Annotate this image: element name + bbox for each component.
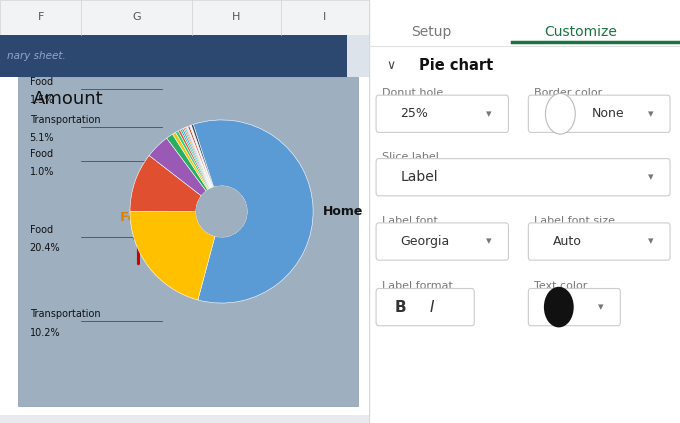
Text: Donut hole: Donut hole xyxy=(381,88,443,98)
Text: Auto: Auto xyxy=(553,235,581,248)
Text: Label font: Label font xyxy=(381,216,437,226)
Text: Setup: Setup xyxy=(411,25,452,39)
Text: Label font size: Label font size xyxy=(534,216,615,226)
Circle shape xyxy=(196,186,248,237)
Text: Amount: Amount xyxy=(33,90,104,108)
Text: Label format: Label format xyxy=(381,280,453,291)
Bar xyxy=(18,77,358,406)
Text: Label: Label xyxy=(401,170,438,184)
Wedge shape xyxy=(187,126,212,188)
Text: Pie chart: Pie chart xyxy=(419,58,493,73)
FancyBboxPatch shape xyxy=(528,95,670,132)
Text: ▾: ▾ xyxy=(647,236,653,247)
Text: ▾: ▾ xyxy=(647,172,653,182)
Text: 10.2%: 10.2% xyxy=(29,327,60,338)
FancyBboxPatch shape xyxy=(376,95,509,132)
Text: Food: Food xyxy=(29,225,52,235)
FancyBboxPatch shape xyxy=(528,223,670,260)
Text: Food: Food xyxy=(29,77,52,87)
Text: B: B xyxy=(394,299,406,315)
Wedge shape xyxy=(173,132,209,190)
Text: ▾: ▾ xyxy=(486,236,492,247)
FancyBboxPatch shape xyxy=(376,159,670,196)
Text: Text color: Text color xyxy=(534,280,588,291)
Text: 1.0%: 1.0% xyxy=(29,167,54,177)
Wedge shape xyxy=(185,127,211,188)
Wedge shape xyxy=(186,126,212,188)
Bar xyxy=(347,35,369,77)
Wedge shape xyxy=(190,126,213,187)
Text: ∨: ∨ xyxy=(386,59,396,72)
Text: 20.4%: 20.4% xyxy=(29,243,60,253)
FancyBboxPatch shape xyxy=(376,288,474,326)
Text: Home: Home xyxy=(323,205,364,218)
Wedge shape xyxy=(186,127,211,188)
Wedge shape xyxy=(184,128,211,188)
Text: Georgia: Georgia xyxy=(401,235,449,248)
Text: ▾: ▾ xyxy=(486,109,492,119)
Text: nary sheet.: nary sheet. xyxy=(7,51,66,61)
Text: Slice label: Slice label xyxy=(381,151,439,162)
Wedge shape xyxy=(180,129,210,189)
Circle shape xyxy=(544,287,574,327)
Text: Food: Food xyxy=(120,212,157,224)
Wedge shape xyxy=(130,156,201,212)
Text: Customize: Customize xyxy=(544,25,617,39)
Text: Transportation: Transportation xyxy=(29,309,100,319)
Wedge shape xyxy=(149,138,206,196)
Bar xyxy=(0,415,369,423)
Wedge shape xyxy=(182,128,211,188)
Text: 1.5%: 1.5% xyxy=(29,95,54,105)
Wedge shape xyxy=(178,130,210,189)
Text: ▾: ▾ xyxy=(647,109,653,119)
Text: 25%: 25% xyxy=(401,107,428,120)
Wedge shape xyxy=(167,134,208,191)
Wedge shape xyxy=(188,126,213,188)
Text: I: I xyxy=(429,299,434,315)
Text: G: G xyxy=(133,12,141,22)
Text: ▾: ▾ xyxy=(598,302,604,312)
Text: None: None xyxy=(592,107,624,120)
Wedge shape xyxy=(190,125,213,187)
Text: I: I xyxy=(323,12,326,22)
Bar xyxy=(0,35,369,77)
Wedge shape xyxy=(130,211,215,300)
Wedge shape xyxy=(175,131,209,190)
Text: Transportation: Transportation xyxy=(29,115,100,125)
Circle shape xyxy=(545,93,575,134)
FancyBboxPatch shape xyxy=(528,288,620,326)
Text: H: H xyxy=(232,12,241,22)
Text: Food: Food xyxy=(29,148,52,159)
Text: F: F xyxy=(37,12,44,22)
Bar xyxy=(0,0,369,35)
Wedge shape xyxy=(193,120,313,303)
Text: 5.1%: 5.1% xyxy=(29,133,54,143)
Wedge shape xyxy=(190,125,213,187)
FancyBboxPatch shape xyxy=(376,223,509,260)
Text: Border color: Border color xyxy=(534,88,602,98)
Wedge shape xyxy=(191,124,214,187)
